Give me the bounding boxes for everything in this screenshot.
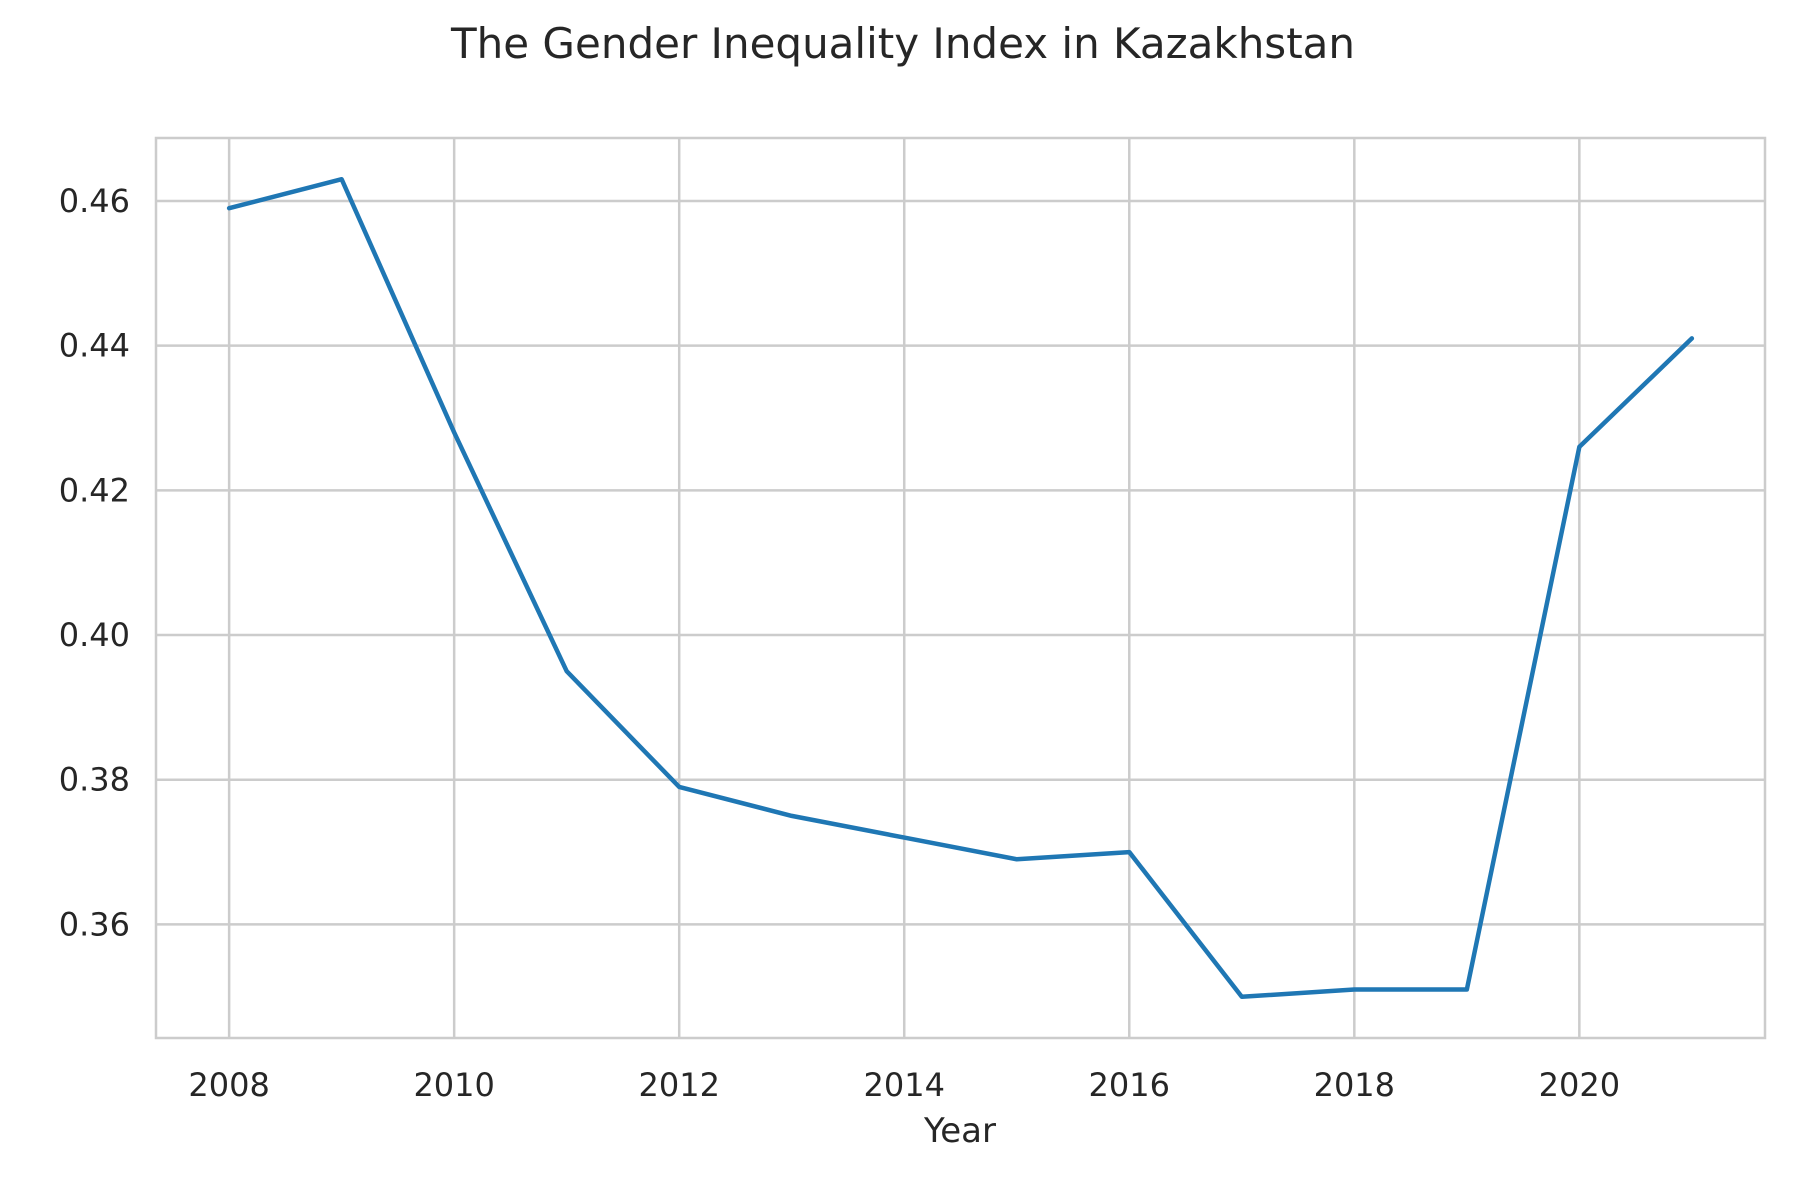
x-tick-label: 2018 (1314, 1066, 1395, 1104)
x-tick-label: 2008 (188, 1066, 269, 1104)
y-tick-label: 0.44 (59, 327, 130, 365)
x-tick-label: 2016 (1089, 1066, 1170, 1104)
grid-layer (156, 138, 1765, 1038)
y-tick-label: 0.42 (59, 471, 130, 509)
x-axis-label: Year (923, 1111, 996, 1151)
plot-frame (154, 136, 1767, 1040)
series-line (226, 176, 1695, 1000)
chart-title: The Gender Inequality Index in Kazakhsta… (450, 19, 1355, 68)
y-tick-label: 0.40 (59, 616, 130, 654)
series-layer (226, 176, 1695, 1000)
x-tick-label: 2020 (1539, 1066, 1620, 1104)
x-tick-label: 2010 (413, 1066, 494, 1104)
y-tick-label: 0.36 (59, 905, 130, 943)
y-tick-label: 0.38 (59, 761, 130, 799)
x-tick-label: 2014 (864, 1066, 945, 1104)
x-tick-label: 2012 (638, 1066, 719, 1104)
tick-layer: 2008 2010 2012 2014 2016 2018 2020 0.36 0.38 0.40… (59, 182, 1620, 1104)
y-tick-label: 0.46 (59, 182, 130, 220)
